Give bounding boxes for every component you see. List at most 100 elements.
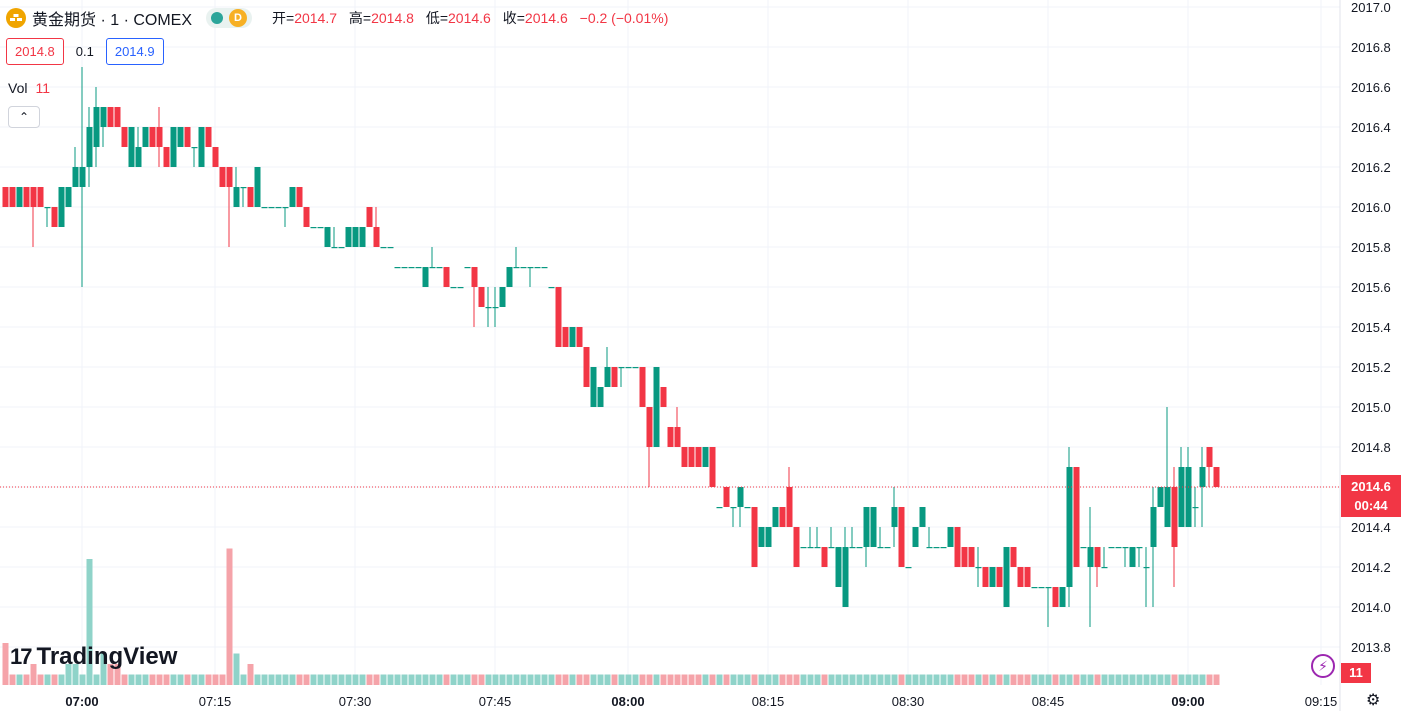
volume-bar: [205, 674, 212, 685]
x-tick-label: 08:45: [1032, 694, 1065, 709]
low-label: 低=: [425, 10, 449, 26]
y-tick-label: 2016.4: [1351, 120, 1391, 135]
time-axis[interactable]: 07:00 07:15 07:30 07:45 08:00 08:15 08:30 08:45…: [65, 694, 1337, 709]
candle-body: [954, 527, 961, 567]
candle-body: [821, 547, 828, 567]
volume-bar: [688, 674, 695, 685]
candle-body: [758, 527, 765, 547]
candle-body: [1164, 487, 1171, 527]
x-tick-label: 09:15: [1305, 694, 1338, 709]
candle-body: [744, 507, 751, 509]
volume-bar: [814, 674, 821, 685]
volume-bar: [772, 674, 779, 685]
volume-bar: [212, 674, 219, 685]
x-tick-label: 08:15: [752, 694, 785, 709]
settings-gear-icon[interactable]: ⚙: [1366, 692, 1381, 709]
volume-bar: [1178, 674, 1185, 685]
volume-bar: [639, 674, 646, 685]
y-tick-label: 2015.4: [1351, 320, 1391, 335]
volume-bar: [520, 674, 527, 685]
volume-bar: [226, 548, 233, 685]
volume-bar: [289, 674, 296, 685]
buy-price-button[interactable]: 2014.9: [105, 38, 164, 65]
candle-body: [1171, 487, 1178, 547]
candle-body: [30, 187, 37, 207]
candle-body: [156, 127, 163, 147]
candle-body: [296, 187, 303, 207]
symbol-title[interactable]: 黄金期货 · 1 · COMEX: [32, 12, 193, 29]
volume-bar: [345, 674, 352, 685]
candle-body: [478, 287, 485, 307]
volume-bar: [604, 674, 611, 685]
candle-body: [289, 187, 296, 207]
candle-body: [737, 487, 744, 507]
volume-bar: [261, 674, 268, 685]
candle-body: [548, 287, 555, 289]
candle-body: [912, 527, 919, 547]
candle-body: [1080, 547, 1087, 549]
candle-body: [898, 507, 905, 567]
change-value: −0.2 (−0.01%): [579, 10, 669, 26]
candle-body: [891, 507, 898, 527]
volume-bar: [352, 674, 359, 685]
x-tick-label: 08:00: [611, 694, 644, 709]
candle-body: [429, 267, 436, 269]
volume-bar: [233, 653, 240, 685]
volume-bar: [191, 674, 198, 685]
volume-bar: [898, 674, 905, 685]
candle-body: [919, 507, 926, 527]
volume-bar: [709, 674, 716, 685]
collapse-legend-button[interactable]: ⌃: [8, 106, 40, 128]
candle-body: [576, 327, 583, 347]
market-status-pill[interactable]: D: [206, 8, 253, 28]
volume-bar: [254, 674, 261, 685]
y-tick-label: 2016.6: [1351, 80, 1391, 95]
candle-body: [191, 147, 198, 149]
volume-bar: [58, 674, 65, 685]
volume-bar: [884, 674, 891, 685]
price-axis[interactable]: 2017.0 2016.8 2016.6 2016.4 2016.2 2016.0 2015…: [1351, 0, 1391, 655]
sell-price-button[interactable]: 2014.8: [6, 38, 64, 65]
volume-bar: [863, 674, 870, 685]
volume-bar: [1038, 674, 1045, 685]
candle-body: [205, 127, 212, 147]
candle-body: [1213, 467, 1220, 487]
bid-ask-panel: 2014.8 0.1 2014.9: [6, 38, 164, 65]
candle-body: [415, 267, 422, 269]
volume-bar: [135, 674, 142, 685]
volume-bar: [128, 674, 135, 685]
candle-body: [436, 267, 443, 269]
volume-bar: [1143, 674, 1150, 685]
candle-body: [219, 167, 226, 187]
volume-bar: [856, 674, 863, 685]
volume-bar: [1052, 674, 1059, 685]
volume-bar: [800, 674, 807, 685]
volume-bar: [79, 674, 86, 685]
x-tick-label: 08:30: [892, 694, 925, 709]
candle-body: [142, 127, 149, 147]
candle-body: [688, 447, 695, 467]
candle-body: [947, 527, 954, 547]
candle-body: [1087, 547, 1094, 567]
volume-bar: [387, 674, 394, 685]
candle-body: [450, 287, 457, 289]
candle-body: [240, 187, 247, 189]
volume-bar: [2, 643, 9, 685]
candle-body: [114, 107, 121, 127]
volume-bar: [1164, 674, 1171, 685]
volume-bar: [555, 674, 562, 685]
candle-body: [394, 267, 401, 269]
lightning-icon[interactable]: ⚡: [1311, 654, 1335, 678]
y-tick-label: 2014.0: [1351, 600, 1391, 615]
candle-body: [709, 447, 716, 487]
volume-bar: [1108, 674, 1115, 685]
volume-bar: [611, 674, 618, 685]
volume-bar: [422, 674, 429, 685]
candle-body: [401, 267, 408, 269]
volume-bar: [464, 674, 471, 685]
tradingview-logo[interactable]: 17 TradingView: [10, 643, 177, 671]
candle-body: [1010, 547, 1017, 567]
y-tick-label: 2013.8: [1351, 640, 1391, 655]
candle-body: [604, 367, 611, 387]
